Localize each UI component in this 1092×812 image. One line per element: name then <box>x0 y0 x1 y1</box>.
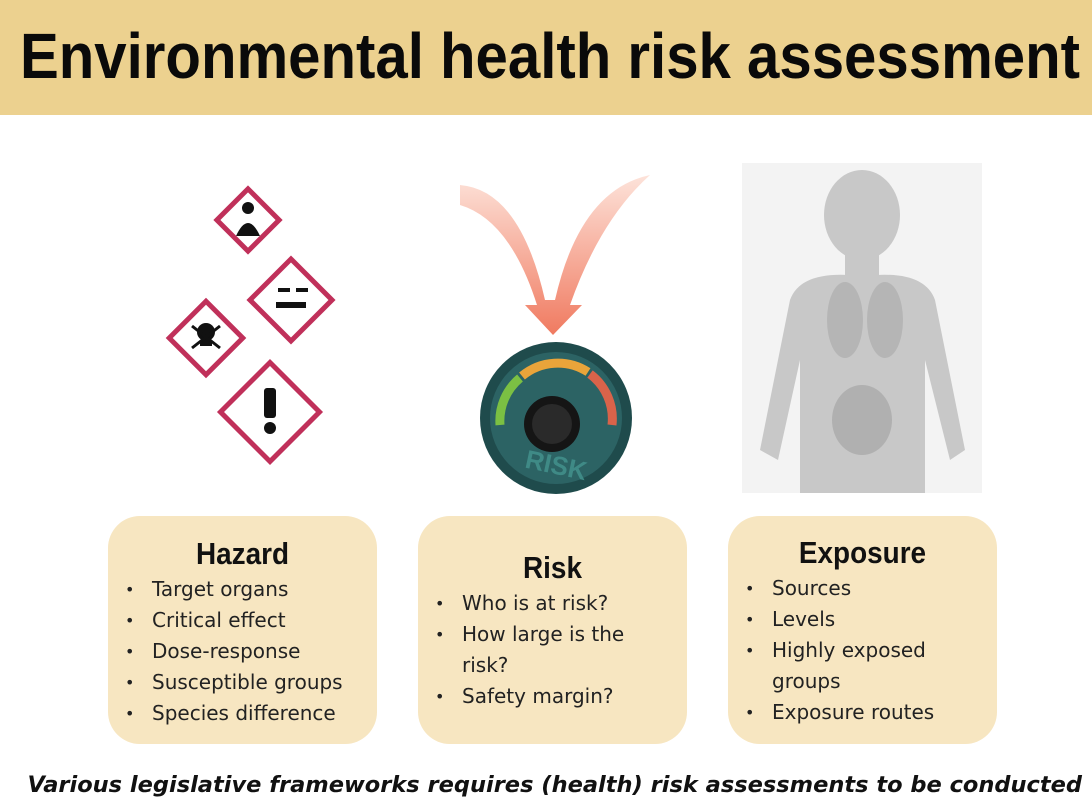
list-item: How large is the risk? <box>435 619 662 681</box>
hazard-pictograms <box>191 202 308 434</box>
title: Environmental health risk assessment <box>20 20 1080 92</box>
footer: Various legislative frameworks requires … <box>27 772 1082 798</box>
body-silhouette <box>742 163 982 493</box>
artwork: Environmental health risk assessment RIS… <box>0 0 1092 494</box>
panel-title: Exposure <box>798 535 927 570</box>
list-item: Who is at risk? <box>435 588 662 619</box>
panel: Hazard Target organsCritical effectDose-… <box>108 516 377 744</box>
panel: Risk Who is at risk?How large is the ris… <box>418 516 687 744</box>
list-item: Highly exposed groups <box>745 635 962 697</box>
list-item: Safety margin? <box>435 681 662 712</box>
hazard-symbols <box>165 185 336 466</box>
panel-list: Who is at risk?How large is the risk?Saf… <box>418 588 662 712</box>
list-item: Critical effect <box>125 605 377 636</box>
list-item: Levels <box>745 604 962 635</box>
panel-list: Target organsCritical effectDose-respons… <box>108 574 377 729</box>
list-item: Species difference <box>125 698 377 729</box>
panel-title: Hazard <box>195 536 290 571</box>
risk-gauge: RISK <box>480 342 632 494</box>
list-item: Target organs <box>125 574 377 605</box>
panel: Exposure SourcesLevelsHighly exposed gro… <box>728 516 997 744</box>
header-band <box>0 0 1092 115</box>
panel-list: SourcesLevelsHighly exposed groupsExposu… <box>728 573 962 728</box>
list-item: Exposure routes <box>745 697 962 728</box>
panel-title: Risk <box>523 550 582 585</box>
list-item: Sources <box>745 573 962 604</box>
list-item: Dose-response <box>125 636 377 667</box>
list-item: Susceptible groups <box>125 667 377 698</box>
arrows <box>460 175 650 335</box>
